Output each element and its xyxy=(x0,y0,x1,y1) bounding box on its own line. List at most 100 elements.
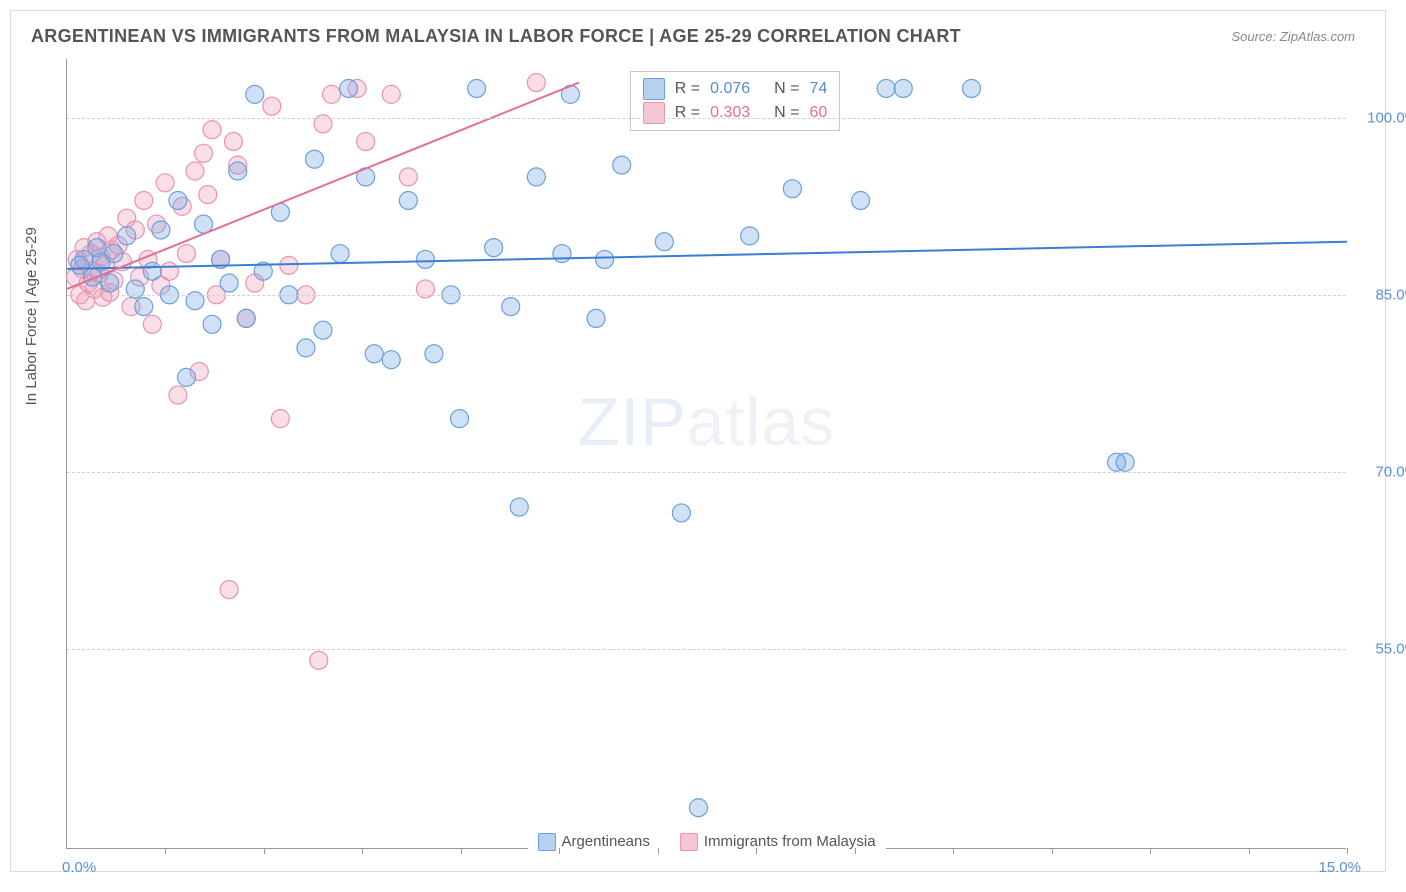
data-point xyxy=(468,79,486,97)
legend-item: Argentineans xyxy=(537,833,649,851)
data-point xyxy=(425,345,443,363)
x-tick xyxy=(953,848,954,854)
data-point xyxy=(224,133,242,151)
x-min-label: 0.0% xyxy=(62,859,96,876)
data-point xyxy=(852,191,870,209)
data-point xyxy=(169,191,187,209)
legend-n-value: 60 xyxy=(809,104,827,122)
data-point xyxy=(1116,453,1134,471)
data-point xyxy=(416,250,434,268)
data-point xyxy=(596,250,614,268)
x-tick xyxy=(1052,848,1053,854)
data-point xyxy=(195,144,213,162)
data-point xyxy=(105,245,123,263)
y-tick-label: 85.0% xyxy=(1353,286,1406,303)
data-point xyxy=(271,410,289,428)
data-point xyxy=(894,79,912,97)
x-tick xyxy=(165,848,166,854)
data-point xyxy=(399,191,417,209)
gridline xyxy=(67,295,1346,296)
x-max-label: 15.0% xyxy=(1318,859,1361,876)
data-point xyxy=(527,168,545,186)
data-point xyxy=(655,233,673,251)
data-point xyxy=(101,274,119,292)
legend-swatch xyxy=(643,102,665,124)
legend-r-label: R = xyxy=(675,80,700,98)
gridline xyxy=(67,649,1346,650)
data-point xyxy=(118,227,136,245)
data-point xyxy=(143,315,161,333)
data-point xyxy=(280,256,298,274)
source-label: Source: ZipAtlas.com xyxy=(1231,29,1355,44)
y-tick-label: 100.0% xyxy=(1353,109,1406,126)
data-point xyxy=(877,79,895,97)
data-point xyxy=(143,262,161,280)
legend-n-label: N = xyxy=(774,104,799,122)
plot-area: ZIPatlas R = 0.076N = 74R = 0.303N = 60 … xyxy=(66,59,1346,849)
legend-swatch xyxy=(537,833,555,851)
data-point xyxy=(553,245,571,263)
legend-row: R = 0.076N = 74 xyxy=(643,78,828,100)
data-point xyxy=(203,315,221,333)
data-point xyxy=(323,85,341,103)
data-point xyxy=(220,581,238,599)
legend-r-value: 0.076 xyxy=(710,80,750,98)
data-point xyxy=(527,74,545,92)
data-point xyxy=(399,168,417,186)
legend-label: Argentineans xyxy=(561,833,649,850)
data-point xyxy=(331,245,349,263)
legend-r-value: 0.303 xyxy=(710,104,750,122)
chart-title: ARGENTINEAN VS IMMIGRANTS FROM MALAYSIA … xyxy=(31,26,961,47)
y-tick-label: 55.0% xyxy=(1353,640,1406,657)
data-point xyxy=(156,174,174,192)
data-point xyxy=(246,85,264,103)
data-point xyxy=(220,274,238,292)
series-legend: Argentineans Immigrants from Malaysia xyxy=(527,833,885,851)
data-point xyxy=(613,156,631,174)
data-point xyxy=(365,345,383,363)
data-point xyxy=(314,321,332,339)
x-tick xyxy=(756,848,757,854)
data-point xyxy=(152,221,170,239)
legend-swatch xyxy=(680,833,698,851)
data-point xyxy=(510,498,528,516)
data-point xyxy=(382,351,400,369)
data-point xyxy=(203,121,221,139)
data-point xyxy=(237,309,255,327)
data-point xyxy=(672,504,690,522)
data-point xyxy=(177,368,195,386)
data-point xyxy=(305,150,323,168)
x-tick xyxy=(658,848,659,854)
data-point xyxy=(357,133,375,151)
data-point xyxy=(310,651,328,669)
x-tick xyxy=(855,848,856,854)
data-point xyxy=(229,162,247,180)
legend-row: R = 0.303N = 60 xyxy=(643,102,828,124)
legend-label: Immigrants from Malaysia xyxy=(704,833,876,850)
trend-line xyxy=(67,242,1347,269)
data-point xyxy=(382,85,400,103)
x-tick xyxy=(1150,848,1151,854)
gridline xyxy=(67,118,1346,119)
x-tick xyxy=(1347,848,1348,854)
legend-n-value: 74 xyxy=(809,80,827,98)
data-point xyxy=(160,262,178,280)
data-point xyxy=(741,227,759,245)
data-point xyxy=(963,79,981,97)
data-point xyxy=(177,245,195,263)
scatter-svg xyxy=(67,59,1346,848)
gridline xyxy=(67,472,1346,473)
data-point xyxy=(186,162,204,180)
data-point xyxy=(169,386,187,404)
y-tick-label: 70.0% xyxy=(1353,463,1406,480)
data-point xyxy=(485,239,503,257)
data-point xyxy=(297,339,315,357)
data-point xyxy=(135,298,153,316)
legend-swatch xyxy=(643,78,665,100)
trend-line xyxy=(67,83,579,289)
data-point xyxy=(689,799,707,817)
x-tick xyxy=(1249,848,1250,854)
data-point xyxy=(340,79,358,97)
data-point xyxy=(135,191,153,209)
x-tick xyxy=(362,848,363,854)
